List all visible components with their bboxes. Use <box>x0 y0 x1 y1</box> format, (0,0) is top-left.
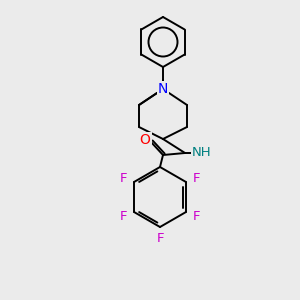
Text: NH: NH <box>192 146 212 160</box>
Text: N: N <box>158 82 168 96</box>
Text: F: F <box>193 172 201 184</box>
Text: F: F <box>156 232 164 245</box>
Text: F: F <box>119 172 127 184</box>
Text: F: F <box>193 209 201 223</box>
Text: F: F <box>119 209 127 223</box>
Text: O: O <box>140 133 150 147</box>
